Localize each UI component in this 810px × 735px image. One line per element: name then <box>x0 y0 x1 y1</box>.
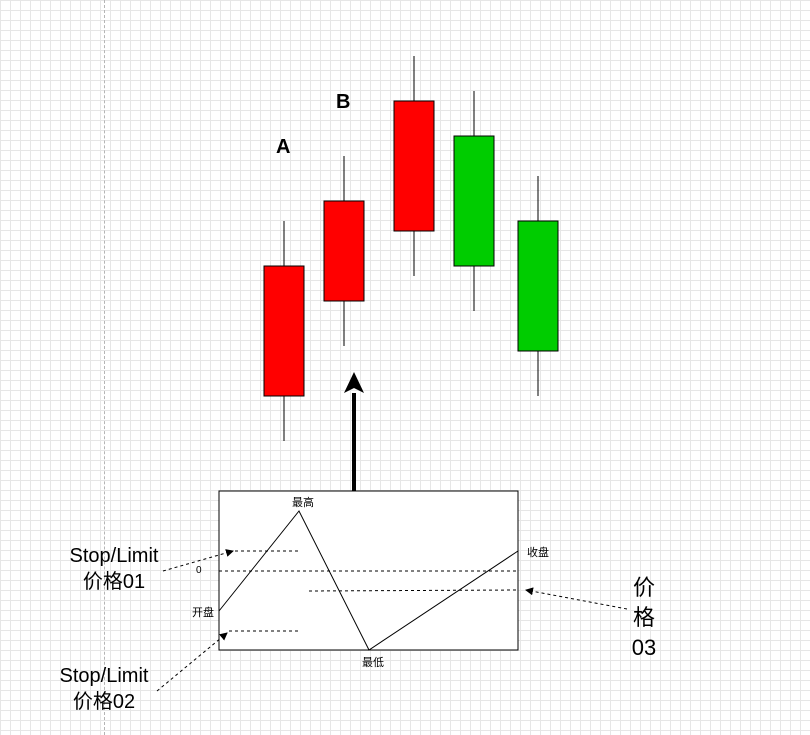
label-a: A <box>276 136 291 158</box>
label-zero: 0 <box>196 565 202 576</box>
label-price-03-char1: 价 <box>632 575 655 600</box>
candle-3-body <box>393 100 435 232</box>
label-stop-limit-01-line1: Stop/Limit <box>69 545 159 567</box>
label-stop-limit-02-line1: Stop/Limit <box>59 665 149 687</box>
candle-5-body <box>517 220 559 352</box>
annotation-arrow-03 <box>525 587 628 610</box>
vertical-guide-line <box>104 0 105 735</box>
label-open: 开盘 <box>192 607 214 619</box>
price-03-line <box>308 589 519 592</box>
annotation-arrow-02 <box>156 632 228 692</box>
label-price-03-char2: 格 <box>632 605 655 630</box>
label-high: 最高 <box>292 497 314 509</box>
label-low: 最低 <box>362 657 384 669</box>
label-b: B <box>336 91 351 113</box>
candle-5 <box>517 176 559 396</box>
label-stop-limit-02-line2: 价格02 <box>72 691 136 713</box>
annotation-arrow-01 <box>162 549 234 572</box>
price-path <box>218 510 519 651</box>
label-price-03-char3: 03 <box>631 635 657 660</box>
up-arrow <box>344 372 364 491</box>
label-stop-limit-01: Stop/Limit 价格01 <box>58 543 170 595</box>
candle-1 <box>263 221 305 441</box>
candle-3 <box>393 56 435 276</box>
label-price-03: 价 格 03 <box>629 573 659 663</box>
label-stop-limit-02: Stop/Limit 价格02 <box>48 663 160 715</box>
candle-1-body <box>263 265 305 397</box>
candle-2 <box>323 156 365 346</box>
label-stop-limit-01-line2: 价格01 <box>82 571 146 593</box>
candle-4-body <box>453 135 495 267</box>
candle-4 <box>453 91 495 311</box>
candle-2-body <box>323 200 365 302</box>
label-close: 收盘 <box>527 547 549 559</box>
